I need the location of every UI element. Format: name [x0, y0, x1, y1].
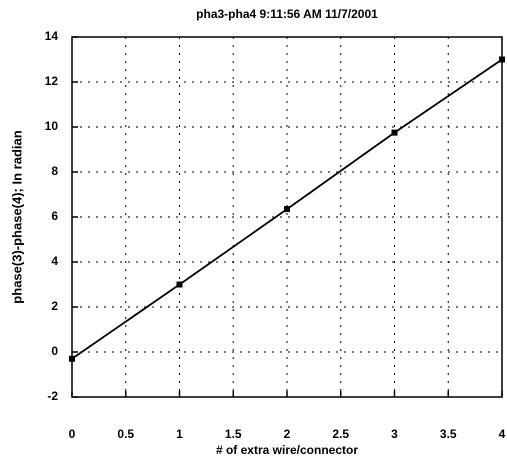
- y-tick-label: 0: [51, 344, 58, 358]
- x-tick-label: 0.5: [117, 427, 134, 441]
- data-point: [176, 281, 183, 288]
- y-tick-label: -2: [47, 389, 58, 403]
- y-tick-label: 12: [45, 74, 59, 88]
- y-tick-label: 4: [51, 254, 58, 268]
- y-axis-label: phase(3)-phase(4); In radian: [9, 130, 24, 303]
- data-point: [284, 206, 290, 213]
- chart-title: pha3-pha4 9:11:56 AM 11/7/2001: [196, 7, 378, 21]
- x-tick-label: 1: [176, 427, 183, 441]
- data-point: [499, 56, 505, 63]
- x-tick-label: 2.5: [332, 427, 349, 441]
- x-tick-label: 3: [391, 427, 398, 441]
- y-tick-label: 8: [51, 164, 58, 178]
- y-tick-label: 6: [51, 209, 58, 223]
- data-point: [391, 129, 398, 136]
- x-tick-label: 4: [499, 427, 506, 441]
- x-tick-label: 2: [284, 427, 291, 441]
- x-tick-label: 0: [69, 427, 76, 441]
- x-tick-label: 1.5: [225, 427, 242, 441]
- y-tick-label: 2: [51, 299, 58, 313]
- y-tick-label: 10: [45, 119, 59, 133]
- y-tick-label: 14: [45, 29, 59, 43]
- x-tick-label: 3.5: [440, 427, 457, 441]
- data-point: [69, 355, 75, 362]
- x-axis-label: # of extra wire/connector: [216, 443, 358, 457]
